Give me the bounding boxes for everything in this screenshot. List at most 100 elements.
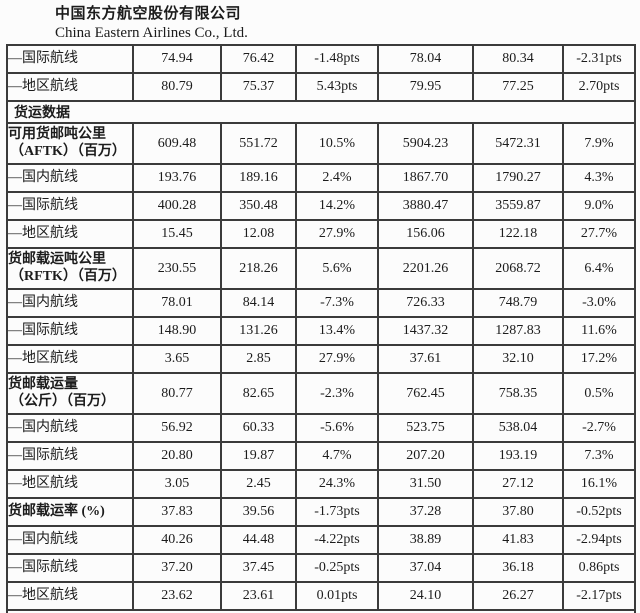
cell-value: 84.14 <box>220 288 297 318</box>
table-row: 货运数据 <box>6 100 636 124</box>
cell-value: -4.22pts <box>295 525 379 555</box>
cell-value: 12.08 <box>220 219 297 249</box>
cell-value: 60.33 <box>220 413 297 443</box>
cell-value: 1437.32 <box>377 316 474 346</box>
row-label: —国内航线 <box>6 288 134 318</box>
cell-value: 2.85 <box>220 344 297 374</box>
cell-value: -7.3% <box>295 288 379 318</box>
cell-value: 189.16 <box>220 163 297 193</box>
cell-value: 37.20 <box>132 553 222 583</box>
cell-value: 38.89 <box>377 525 474 555</box>
row-label-line1: 可用货邮吨公里 <box>8 126 106 142</box>
cell-value: 758.35 <box>472 372 564 415</box>
cell-value: 37.45 <box>220 553 297 583</box>
cell-value: 10.5% <box>295 122 379 165</box>
cell-value: 218.26 <box>220 247 297 290</box>
cell-value: 27.9% <box>295 219 379 249</box>
cell-value: 2.45 <box>220 469 297 499</box>
cell-value: 78.04 <box>377 44 474 74</box>
cell-value: -2.3% <box>295 372 379 415</box>
cell-value: 4.3% <box>562 163 636 193</box>
cell-value: 2.70pts <box>562 72 636 102</box>
cell-value: 14.2% <box>295 191 379 221</box>
cell-value: 41.83 <box>472 525 564 555</box>
cell-value: -1.73pts <box>295 497 379 527</box>
row-label-line2: （AFTK）（百万） <box>10 143 126 159</box>
cell-value: 4.7% <box>295 441 379 471</box>
table-row: —国际航线 148.90 131.26 13.4% 1437.32 1287.83 11.6… <box>6 316 636 346</box>
cell-value: 16.1% <box>562 469 636 499</box>
table-row: —地区航线 23.62 23.61 0.01pts 24.10 26.27 -2.17pts <box>6 581 636 611</box>
cargo-data-table: —国际航线 74.94 76.42 -1.48pts 78.04 80.34 -2.31pt… <box>6 44 636 613</box>
cell-value: 131.26 <box>220 316 297 346</box>
cell-value: 748.79 <box>472 288 564 318</box>
row-label: 可用货邮吨公里 （AFTK）（百万） <box>6 122 134 165</box>
cell-value: 75.37 <box>220 72 297 102</box>
cell-value: 726.33 <box>377 288 474 318</box>
cell-value: 5.43pts <box>295 72 379 102</box>
cell-value: 56.92 <box>132 413 222 443</box>
table-row: —国际航线 20.80 19.87 4.7% 207.20 193.19 7.3% <box>6 441 636 471</box>
cell-value: 193.76 <box>132 163 222 193</box>
cell-value: 11.6% <box>562 316 636 346</box>
cell-value: 19.87 <box>220 441 297 471</box>
row-label: —国内航线 <box>6 413 134 443</box>
row-label: —国内航线 <box>6 163 134 193</box>
cell-value: 148.90 <box>132 316 222 346</box>
cell-value: 24.10 <box>377 581 474 611</box>
cell-value: 37.04 <box>377 553 474 583</box>
table-row: —地区航线 80.79 75.37 5.43pts 79.95 77.25 2.70pts <box>6 72 636 102</box>
cell-value: 193.19 <box>472 441 564 471</box>
table-row: —国内航线 40.26 44.48 -4.22pts 38.89 41.83 -2.94pt… <box>6 525 636 555</box>
cell-value: 1790.27 <box>472 163 564 193</box>
table-row: —国内航线 78.01 84.14 -7.3% 726.33 748.79 -3.0% <box>6 288 636 318</box>
table-row <box>6 609 636 613</box>
cell-value: 23.62 <box>132 581 222 611</box>
table-row: —地区航线 15.45 12.08 27.9% 156.06 122.18 27.7% <box>6 219 636 249</box>
cell-value: 74.94 <box>132 44 222 74</box>
cell-value: -2.17pts <box>562 581 636 611</box>
cell-value: 3880.47 <box>377 191 474 221</box>
row-label: —地区航线 <box>6 72 134 102</box>
cell-value: 27.9% <box>295 344 379 374</box>
cell-value: 350.48 <box>220 191 297 221</box>
row-label: —地区航线 <box>6 219 134 249</box>
cell-value: 36.18 <box>472 553 564 583</box>
row-label: —国内航线 <box>6 525 134 555</box>
row-label: —地区航线 <box>6 581 134 611</box>
cell-value: 9.0% <box>562 191 636 221</box>
cell-value: 32.10 <box>472 344 564 374</box>
cell-value: 78.01 <box>132 288 222 318</box>
cell-value: 2068.72 <box>472 247 564 290</box>
row-label: —国际航线 <box>6 441 134 471</box>
section-header: 货运数据 <box>6 100 636 124</box>
cargo-data-table-body: —国际航线 74.94 76.42 -1.48pts 78.04 80.34 -2.31pt… <box>6 44 636 613</box>
partial-row <box>6 609 636 613</box>
cell-value: 37.28 <box>377 497 474 527</box>
cell-value: 23.61 <box>220 581 297 611</box>
cell-value: -2.94pts <box>562 525 636 555</box>
cell-value: 24.3% <box>295 469 379 499</box>
cell-value: 37.61 <box>377 344 474 374</box>
cell-value: 5472.31 <box>472 122 564 165</box>
cell-value: 79.95 <box>377 72 474 102</box>
cell-value: 400.28 <box>132 191 222 221</box>
cell-value: -1.48pts <box>295 44 379 74</box>
row-label-line2: （RFTK）（百万） <box>10 268 126 284</box>
cell-value: 0.01pts <box>295 581 379 611</box>
row-label-line2: （公斤）（百万） <box>10 393 115 409</box>
cell-value: 2.4% <box>295 163 379 193</box>
cell-value: 44.48 <box>220 525 297 555</box>
cell-value: 7.9% <box>562 122 636 165</box>
table-row: —地区航线 3.05 2.45 24.3% 31.50 27.12 16.1% <box>6 469 636 499</box>
cell-value: 7.3% <box>562 441 636 471</box>
cell-value: 80.34 <box>472 44 564 74</box>
cell-value: -0.25pts <box>295 553 379 583</box>
row-label: 货邮载运量 （公斤）（百万） <box>6 372 134 415</box>
cell-value: 5.6% <box>295 247 379 290</box>
cell-value: 0.5% <box>562 372 636 415</box>
company-name-en: China Eastern Airlines Co., Ltd. <box>55 25 248 41</box>
cell-value: 27.7% <box>562 219 636 249</box>
table-row: —国际航线 37.20 37.45 -0.25pts 37.04 36.18 0.86pts <box>6 553 636 583</box>
